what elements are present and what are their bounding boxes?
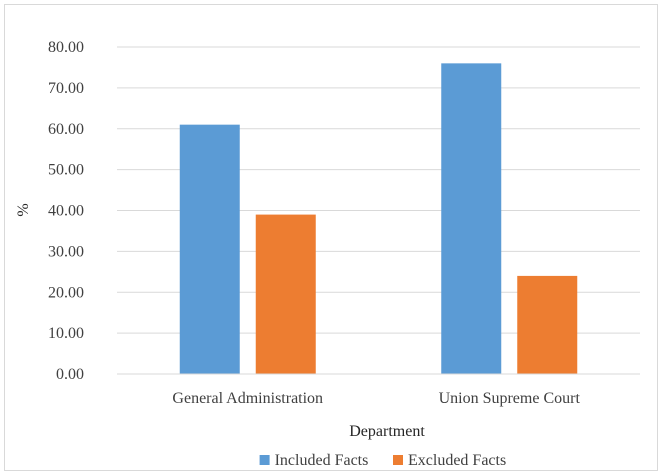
y-tick-label: 40.00 xyxy=(48,203,84,220)
y-tick-label: 80.00 xyxy=(48,39,84,56)
bars xyxy=(179,63,578,374)
legend-label: Excluded Facts xyxy=(408,452,506,469)
bar-excluded-facts-2 xyxy=(517,275,578,374)
legend-swatch xyxy=(393,455,403,465)
y-tick-label: 50.00 xyxy=(48,162,84,179)
y-tick-label: 20.00 xyxy=(48,284,84,301)
y-tick-label: 70.00 xyxy=(48,80,84,97)
bar-included-facts-2 xyxy=(441,63,502,374)
legend-label: Included Facts xyxy=(275,452,369,469)
bar-included-facts-1 xyxy=(179,124,240,374)
y-axis-tick-labels: 0.00 10.00 20.00 30.00 40.00 50.00 60.00 70.00 8… xyxy=(48,39,84,383)
legend: Included Facts Excluded Facts xyxy=(259,452,506,469)
y-tick-label: 30.00 xyxy=(48,243,84,260)
y-tick-label: 60.00 xyxy=(48,121,84,138)
x-tick-label: General Administration xyxy=(172,390,323,407)
x-axis-tick-labels: General Administration Union Supreme Cour… xyxy=(172,390,580,407)
chart-frame xyxy=(4,4,658,471)
x-axis-title: Department xyxy=(349,423,425,440)
y-tick-label: 10.00 xyxy=(48,325,84,342)
x-tick-label: Union Supreme Court xyxy=(439,390,581,407)
y-tick-label: 0.00 xyxy=(56,366,84,383)
legend-swatch xyxy=(259,455,270,465)
y-axis-title: % xyxy=(15,203,32,216)
bar-excluded-facts-1 xyxy=(255,214,316,374)
